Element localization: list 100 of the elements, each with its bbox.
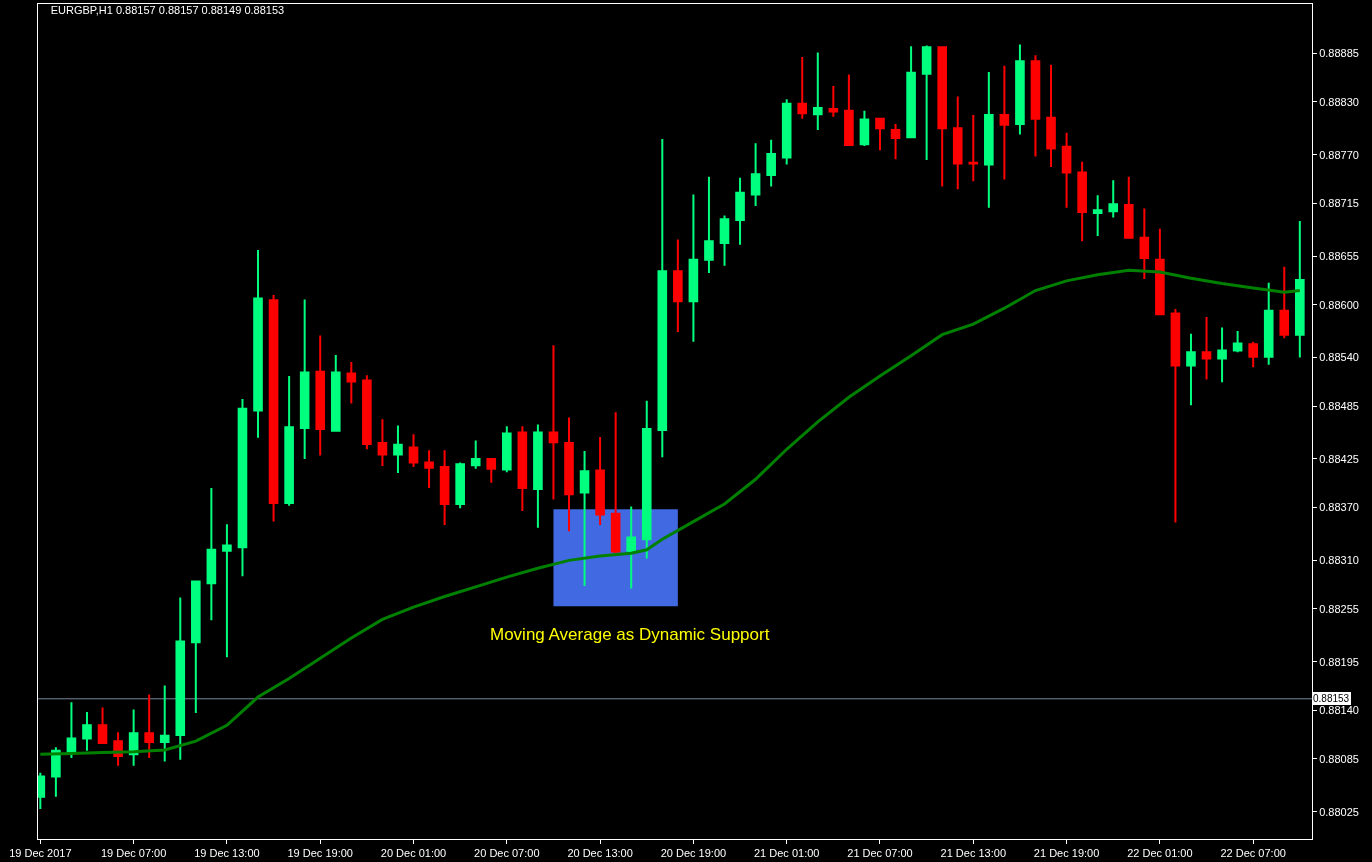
y-tick-label: 0.88255 — [1319, 602, 1359, 615]
candlestick — [470, 439, 481, 470]
candlestick — [253, 249, 263, 439]
x-tick-label: 20 Dec 01:00 — [380, 847, 447, 860]
candlestick — [1108, 179, 1119, 219]
candlestick — [641, 399, 652, 560]
candlestick — [984, 70, 994, 209]
candlestick — [859, 109, 870, 147]
annotation: Moving Average as Dynamic Support — [490, 625, 770, 644]
candlestick — [1123, 175, 1134, 239]
candlestick — [921, 44, 932, 162]
x-tick-label: 21 Dec 01:00 — [753, 847, 820, 860]
candlestick — [237, 398, 248, 578]
candlestick — [408, 433, 419, 468]
ref-line-label: 0.88153 — [1313, 693, 1350, 704]
y-tick-label: 0.88540 — [1319, 351, 1359, 364]
y-tick-label: 0.88370 — [1319, 501, 1359, 514]
candlestick — [952, 95, 963, 191]
candlestick — [735, 176, 745, 246]
line-series — [38, 268, 1302, 756]
y-tick-label: 0.88085 — [1319, 752, 1359, 765]
candlestick — [704, 175, 714, 274]
x-tick-label: 19 Dec 07:00 — [100, 847, 167, 860]
candlestick — [812, 51, 823, 132]
candlestick — [346, 360, 357, 405]
candlestick — [175, 596, 186, 761]
candlestick — [97, 706, 108, 745]
candlestick — [719, 214, 730, 267]
candlestick — [455, 461, 465, 510]
y-tick-label: 0.88715 — [1319, 197, 1359, 210]
x-tick-label: 22 Dec 01:00 — [1127, 847, 1193, 860]
candlestick — [1201, 316, 1212, 381]
x-tick-label: 20 Dec 07:00 — [474, 847, 540, 860]
candlestick — [1170, 308, 1181, 524]
candlestick — [610, 411, 621, 555]
y-tick-label: 0.88600 — [1319, 298, 1359, 311]
x-tick-label: 19 Dec 13:00 — [194, 847, 260, 860]
candlestick — [548, 344, 559, 501]
candlestick — [1092, 194, 1103, 237]
candlestick — [533, 423, 543, 529]
candlestick — [377, 418, 388, 468]
candlestick — [595, 435, 605, 527]
candlestick — [1155, 227, 1165, 316]
candlestick — [937, 46, 947, 188]
x-tick-label: 21 Dec 07:00 — [847, 847, 913, 860]
x-tick-label: 22 Dec 07:00 — [1220, 847, 1286, 860]
y-tick-label: 0.88770 — [1319, 148, 1359, 161]
x-tick-label: 19 Dec 19:00 — [287, 847, 353, 860]
y-tick-label: 0.88885 — [1319, 47, 1359, 60]
candlestick — [906, 45, 916, 139]
candlestick — [1186, 332, 1196, 407]
candlestick — [890, 122, 901, 161]
candlestick — [688, 193, 699, 343]
candlestick — [51, 746, 61, 798]
candlestick — [191, 579, 201, 714]
candlestick — [517, 425, 528, 512]
candlestick — [875, 117, 885, 152]
y-tick-label: 0.88655 — [1319, 250, 1359, 263]
candlestick — [1217, 326, 1227, 384]
candlestick — [797, 55, 808, 120]
candlestick — [766, 138, 776, 188]
candlestick — [268, 293, 279, 523]
y-tick-label: 0.88195 — [1319, 655, 1359, 668]
candlestick — [284, 375, 294, 507]
candlestick — [1263, 281, 1274, 366]
candlestick — [206, 487, 217, 622]
candlestick — [502, 425, 512, 474]
candlestick — [564, 416, 574, 533]
candlestick — [1077, 160, 1087, 243]
candlestick — [781, 98, 792, 166]
candlestick — [828, 85, 839, 118]
candlestick — [1248, 340, 1258, 369]
x-tick-label: 21 Dec 13:00 — [940, 847, 1007, 860]
candlestick — [1061, 131, 1072, 209]
candlestick — [66, 701, 77, 759]
candlestick — [999, 64, 1010, 181]
x-tick-label: 19 Dec 2017 — [9, 847, 72, 860]
y-tick-label: 0.88310 — [1319, 554, 1359, 567]
candlestick — [1295, 219, 1305, 359]
candlestick — [299, 298, 310, 460]
candlestick — [330, 353, 341, 432]
y-tick-label: 0.88025 — [1319, 805, 1359, 818]
candlestick — [750, 142, 761, 207]
candlestick — [673, 238, 683, 333]
candlestick — [844, 73, 854, 147]
candlestick — [1279, 265, 1290, 340]
candlestick — [424, 449, 434, 490]
candlestick — [362, 374, 372, 451]
candlestick — [1139, 207, 1150, 281]
candlestick — [315, 334, 326, 457]
y-tick-label: 0.88140 — [1319, 704, 1359, 717]
chart-title: EURGBP,H1 0.88157 0.88157 0.88149 0.88153 — [50, 3, 285, 16]
y-tick-label: 0.88485 — [1319, 399, 1359, 412]
candlestick — [159, 684, 170, 763]
candlestick — [144, 693, 154, 759]
candlestick — [1232, 330, 1243, 354]
candlestick — [393, 424, 403, 475]
candlestick — [657, 137, 668, 459]
candlestick — [82, 711, 92, 752]
candlestick — [1046, 63, 1056, 169]
